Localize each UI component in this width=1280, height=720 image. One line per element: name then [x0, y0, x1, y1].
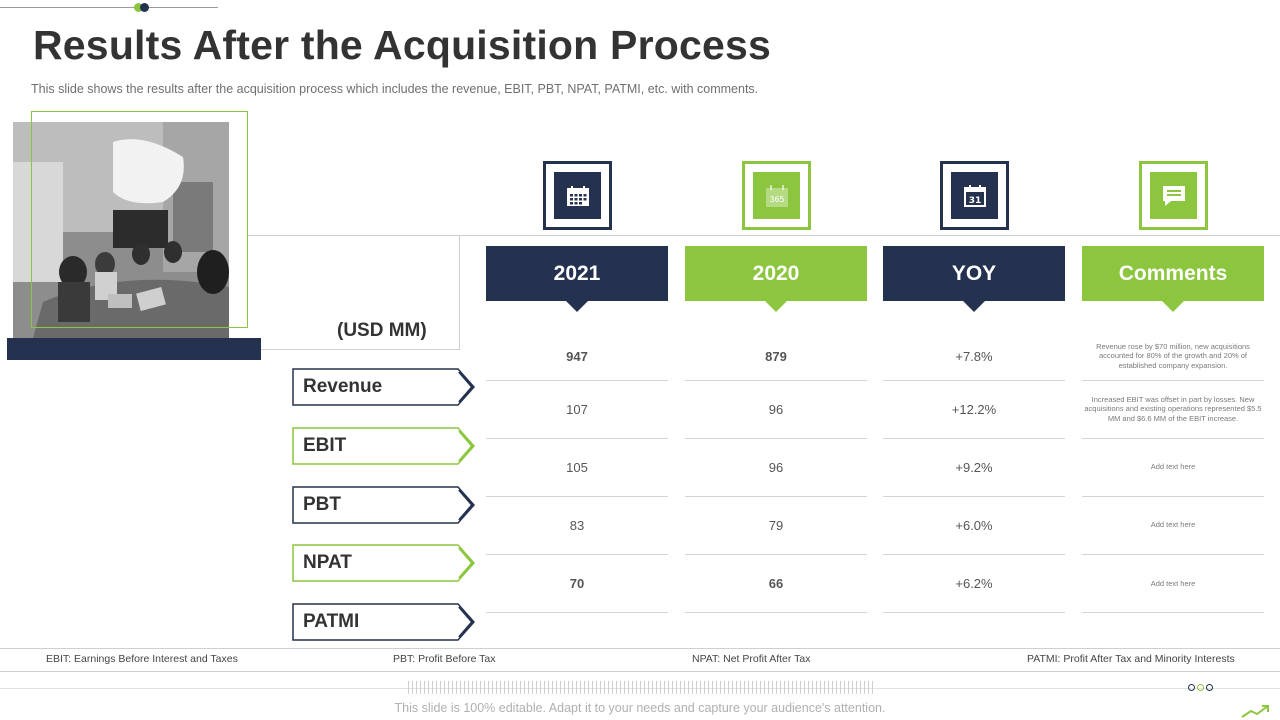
- row-divider: [1082, 496, 1264, 497]
- row-label-text: Revenue: [303, 376, 383, 397]
- cell-pbt-2021: 105: [566, 459, 588, 475]
- slide-title: Results After the Acquisition Process: [33, 22, 771, 68]
- cell-patmi-2020: 66: [768, 575, 784, 591]
- row-divider: [1082, 554, 1264, 555]
- row-divider: [685, 438, 867, 439]
- calendar-icon: [543, 161, 612, 230]
- glossary-bar: [0, 648, 1280, 672]
- photo-frame: [31, 111, 248, 328]
- cell-patmi-comment: Add text here: [1150, 579, 1196, 589]
- cell-revenue-comment: Revenue rose by $70 million, new acquisi…: [1096, 341, 1250, 370]
- row-label-text: PATMI: [303, 611, 360, 632]
- comment-icon: [1139, 161, 1208, 230]
- row-label-npat: NPAT: [292, 544, 477, 582]
- row-divider: [486, 496, 668, 497]
- column-header-2021: 2021: [486, 246, 668, 312]
- meeting-photo: [13, 122, 229, 338]
- cell-patmi-2021: 70: [569, 575, 585, 591]
- row-divider: [883, 496, 1065, 497]
- row-divider: [486, 554, 668, 555]
- cell-npat-comment: Add text here: [1150, 520, 1196, 530]
- row-divider: [486, 380, 668, 381]
- row-label-text: EBIT: [303, 435, 347, 456]
- row-divider: [883, 612, 1065, 613]
- row-label-text: PBT: [303, 494, 341, 515]
- cell-npat-yoy: +6.0%: [955, 517, 993, 533]
- top-dot-green: [134, 3, 143, 12]
- row-divider: [1082, 612, 1264, 613]
- cell-ebit-comment: Increased EBIT was offset in part by los…: [1084, 394, 1262, 423]
- hatch-decoration: [408, 681, 874, 694]
- calendar-365-text: 365: [769, 195, 784, 204]
- cell-pbt-comment: Add text here: [1150, 462, 1196, 472]
- row-label-revenue: Revenue: [292, 368, 477, 406]
- row-divider: [685, 380, 867, 381]
- column-header-2020: 2020: [685, 246, 867, 312]
- row-divider: [1082, 438, 1264, 439]
- row-divider: [486, 612, 668, 613]
- slide-subtitle: This slide shows the results after the a…: [31, 82, 759, 96]
- photo-bar: [7, 338, 261, 360]
- glossary-pbt: PBT: Profit Before Tax: [393, 653, 496, 665]
- cell-pbt-2020: 96: [768, 459, 784, 475]
- table-outline-base: [248, 349, 460, 350]
- glossary-ebit: EBIT: Earnings Before Interest and Taxes: [46, 653, 238, 665]
- units-label: (USD MM): [337, 320, 427, 341]
- row-divider: [883, 380, 1065, 381]
- cell-revenue-yoy: +7.8%: [955, 348, 993, 364]
- calendar-365-icon: 365: [742, 161, 811, 230]
- row-label-patmi: PATMI: [292, 603, 477, 641]
- row-divider: [883, 554, 1065, 555]
- calendar-31-text: 31: [968, 196, 981, 206]
- cell-revenue-2020: 879: [765, 348, 787, 364]
- calendar-31-icon: 31: [940, 161, 1009, 230]
- cell-ebit-2021: 107: [566, 401, 588, 417]
- cell-npat-2020: 79: [768, 517, 784, 533]
- glossary-patmi: PATMI: Profit After Tax and Minority Int…: [1027, 653, 1235, 665]
- cell-patmi-yoy: +6.2%: [955, 575, 993, 591]
- cell-pbt-yoy: +9.2%: [955, 459, 993, 475]
- row-divider: [685, 496, 867, 497]
- row-divider: [883, 438, 1065, 439]
- cell-npat-2021: 83: [569, 517, 585, 533]
- row-divider: [486, 438, 668, 439]
- column-header-yoy: YOY: [883, 246, 1065, 312]
- footer-note: This slide is 100% editable. Adapt it to…: [394, 701, 886, 715]
- row-divider: [685, 554, 867, 555]
- top-dot-navy: [140, 3, 149, 12]
- row-divider: [685, 612, 867, 613]
- row-divider: [1082, 380, 1264, 381]
- glossary-npat: NPAT: Net Profit After Tax: [692, 653, 811, 665]
- cell-ebit-2020: 96: [768, 401, 784, 417]
- top-rule: [0, 7, 218, 8]
- trend-arrow-icon: [1241, 705, 1269, 718]
- row-label-text: NPAT: [303, 552, 352, 573]
- column-header-comments: Comments: [1082, 246, 1264, 312]
- table-outline-divider: [459, 235, 460, 350]
- table-outline: [248, 235, 1280, 350]
- row-label-pbt: PBT: [292, 486, 477, 524]
- cell-revenue-2021: 947: [566, 348, 588, 364]
- cell-ebit-yoy: +12.2%: [951, 401, 997, 417]
- row-label-ebit: EBIT: [292, 427, 477, 465]
- pager-dots: [1188, 684, 1213, 691]
